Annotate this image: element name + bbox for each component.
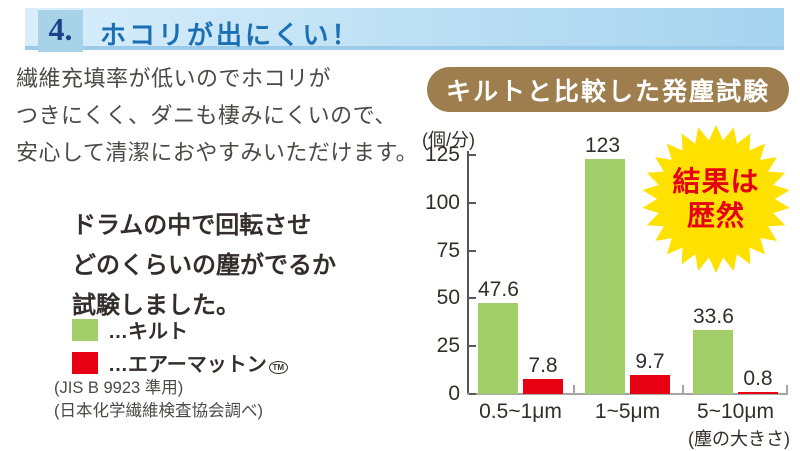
trademark-icon: TM [268,361,288,374]
chart-title-badge: キルトと比較した発塵試験 [427,67,789,112]
method-line: どのくらいの塵がでるか [72,252,336,279]
y-axis-tick [469,154,476,156]
bar-value-label: 47.6 [478,277,519,301]
x-axis-tick [682,385,684,393]
bar-value-label: 9.7 [635,350,665,374]
method-line: ドラムの中で回転させ [72,212,312,239]
y-axis-tick-label: 75 [436,238,460,262]
starburst-shape [641,124,791,274]
starburst-caption-line: 結果は [672,166,760,197]
y-axis-tick [469,393,476,395]
y-axis-tick [469,345,476,348]
x-axis-category-label: 1~5μm [594,400,661,423]
y-axis-tick [469,201,476,204]
note-line: (日本化学繊維検査協会調べ) [54,402,263,420]
y-axis-tick [469,297,476,300]
chart-legend: …キルト …エアーマットン TM [72,313,288,379]
test-method-text: ドラムの中で回転させ どのくらいの塵がでるか 試験しました。 [72,206,336,326]
x-axis-category-label: 0.5~1μm [479,400,562,423]
bar-value-label: 7.8 [528,354,558,378]
method-line: 試験しました。 [72,292,240,319]
airmattress-color-swatch [72,351,98,374]
x-axis-caption: (塵の大きさ) [688,429,790,449]
bar-value-label: 123 [585,133,621,157]
page-title: ホコリが出にくい！ [100,21,361,50]
x-axis-tick [573,385,575,393]
test-standard-notes: (JIS B 9923 準用) (日本化学繊維検査協会調べ) [54,377,263,423]
y-axis-tick-label: 125 [424,143,460,166]
intro-line: 安心して清潔におやすみいただけます。 [16,140,419,165]
intro-line: つきにくく、ダニも棲みにくいので、 [16,103,397,128]
x-axis-tick [786,385,788,393]
bar-airmattress-0.5~1μm [523,379,563,394]
y-axis-tick [469,249,476,252]
legend-item-quilt: …キルト [72,313,288,346]
starburst-icon [642,125,790,273]
y-axis-tick-label: 100 [424,190,460,214]
y-axis-tick-label: 50 [436,286,460,310]
note-line: (JIS B 9923 準用) [54,379,184,397]
starburst-caption: 結果は 歴然 [641,156,791,242]
y-axis-tick-label: 0 [448,382,460,405]
bar-value-label: 0.8 [743,367,773,390]
legend-label-airmattress: …エアーマットン TM [108,348,288,377]
bar-airmattress-5~10μm [738,392,778,394]
legend-label-quilt: …キルト [108,321,188,343]
bar-value-label: 33.6 [693,304,734,328]
x-axis-category-label: 5~10μm [697,400,774,423]
bar-quilt-1~5μm [585,158,625,394]
starburst-caption-line: 歴然 [686,200,745,231]
bar-quilt-5~10μm [693,329,733,394]
quilt-color-swatch [72,318,98,341]
y-axis-tick-label: 25 [436,334,460,358]
x-axis-line [467,393,788,395]
y-axis-line [467,151,469,394]
header-number: 4. [48,11,73,47]
intro-paragraph: 繊維充填率が低いのでホコリが つきにくく、ダニも棲みにくいので、 安心して清潔に… [16,60,418,171]
legend-item-airmattress: …エアーマットン TM [72,346,288,379]
bar-airmattress-1~5μm [630,375,670,394]
bar-quilt-0.5~1μm [478,302,518,394]
header-number-box: 4. [38,10,83,52]
intro-line: 繊維充填率が低いのでホコリが [16,66,332,91]
header-band [25,8,784,50]
y-axis-unit-label: (個/分) [422,130,475,150]
